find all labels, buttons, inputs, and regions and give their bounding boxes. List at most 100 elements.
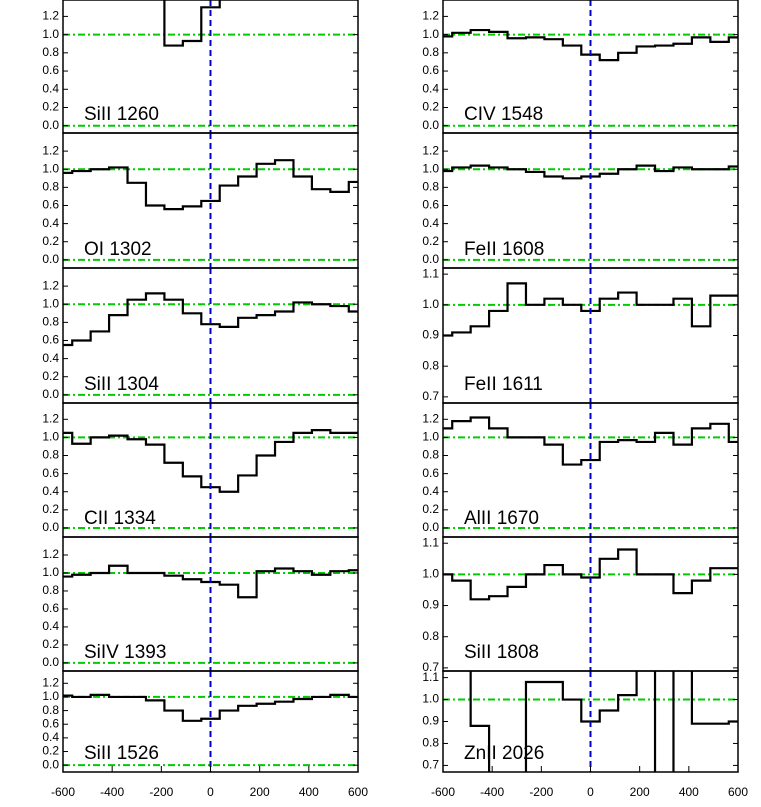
y-tick-label: 1.2 (42, 411, 59, 425)
panel-label: SiII 1808 (464, 642, 539, 663)
y-tick-label: 0.8 (42, 448, 59, 462)
panel (443, 268, 738, 403)
y-tick-label: 1.1 (422, 670, 439, 684)
spectrum-line (63, 429, 358, 493)
y-tick-label: 0.9 (422, 328, 439, 342)
x-tick-label: 200 (250, 785, 270, 799)
y-tick-label: 0.0 (42, 387, 59, 401)
panel-label: SiII 1304 (84, 374, 159, 395)
y-tick-label: 1.2 (42, 675, 59, 689)
panel-label: SiII 1526 (84, 743, 159, 764)
y-tick-label: 0.7 (422, 758, 439, 772)
y-tick-label: 0.0 (422, 252, 439, 266)
panel-label: OI 1302 (84, 239, 152, 260)
y-tick-label: 1.0 (422, 297, 439, 311)
y-tick-label: 0.6 (422, 63, 439, 77)
y-tick-label: 0.4 (422, 484, 439, 498)
panel-label: SiIV 1393 (84, 642, 166, 663)
panel-label: SiII 1260 (84, 104, 159, 125)
y-tick-label: 1.0 (42, 161, 59, 175)
y-tick-label: 0.0 (422, 118, 439, 132)
y-tick-label: 1.0 (422, 567, 439, 581)
y-tick-label: 0.2 (42, 100, 59, 114)
y-tick-label: 1.0 (42, 565, 59, 579)
x-tick-label: 200 (630, 785, 650, 799)
y-tick-label: 0.0 (42, 520, 59, 534)
panel-label: ZnII 2026 (464, 743, 544, 764)
panel (63, 133, 358, 268)
y-tick-label: 0.8 (42, 45, 59, 59)
y-tick-label: 0.6 (422, 466, 439, 480)
y-tick-label: 0.6 (42, 333, 59, 347)
y-tick-label: 0.7 (422, 660, 439, 674)
y-tick-label: 0.2 (422, 234, 439, 248)
panel (443, 133, 738, 268)
y-tick-label: 0.6 (42, 601, 59, 615)
y-tick-label: 0.0 (422, 520, 439, 534)
y-tick-label: 1.2 (42, 143, 59, 157)
y-tick-label: 0.2 (42, 502, 59, 516)
spectrum-line (63, 564, 358, 599)
spectrum-line (443, 548, 738, 601)
y-tick-label: 1.2 (422, 411, 439, 425)
y-tick-label: 0.4 (42, 81, 59, 95)
panel (63, 671, 358, 772)
spectrum-line (163, 0, 221, 47)
y-tick-label: 0.8 (42, 583, 59, 597)
y-tick-label: 0.0 (42, 118, 59, 132)
y-tick-label: 0.6 (42, 466, 59, 480)
panel (63, 537, 358, 671)
y-tick-label: 0.6 (42, 198, 59, 212)
x-tick-label: -200 (149, 785, 173, 799)
y-tick-label: 0.4 (422, 81, 439, 95)
panel (443, 403, 738, 537)
panel-label: CII 1334 (84, 508, 156, 529)
y-tick-label: 0.8 (422, 358, 439, 372)
y-tick-label: 0.2 (42, 637, 59, 651)
x-tick-label: -600 (431, 785, 455, 799)
y-tick-label: 1.0 (422, 692, 439, 706)
y-tick-label: 0.8 (422, 180, 439, 194)
y-tick-label: 1.0 (42, 27, 59, 41)
y-tick-label: 0.8 (422, 45, 439, 59)
spectrum-line (443, 164, 738, 180)
spectrum-line (63, 693, 358, 722)
y-tick-label: 0.0 (42, 252, 59, 266)
x-tick-label: -400 (480, 785, 504, 799)
y-tick-label: 1.2 (422, 9, 439, 23)
panel-label: FeII 1611 (464, 374, 543, 395)
y-tick-label: 1.1 (422, 535, 439, 549)
y-tick-label: 0.4 (42, 730, 59, 744)
spectrum-line (443, 416, 738, 466)
y-tick-label: 0.2 (42, 234, 59, 248)
y-tick-label: 0.9 (422, 598, 439, 612)
y-tick-label: 0.8 (42, 180, 59, 194)
x-tick-label: -600 (51, 785, 75, 799)
y-tick-label: 0.6 (42, 716, 59, 730)
y-tick-label: 0.7 (422, 389, 439, 403)
x-tick-label: 600 (348, 785, 368, 799)
x-tick-label: 400 (679, 785, 699, 799)
x-tick-label: 600 (728, 785, 748, 799)
x-tick-label: 0 (587, 785, 594, 799)
y-tick-label: 0.8 (42, 703, 59, 717)
y-tick-label: 0.8 (422, 448, 439, 462)
y-tick-label: 0.4 (42, 619, 59, 633)
y-tick-label: 1.0 (422, 430, 439, 444)
y-tick-label: 0.4 (422, 216, 439, 230)
y-tick-label: 0.0 (42, 655, 59, 669)
y-tick-label: 0.8 (422, 629, 439, 643)
x-tick-label: -200 (529, 785, 553, 799)
panel (63, 0, 358, 133)
y-tick-label: 1.0 (422, 161, 439, 175)
panel (443, 671, 738, 772)
y-tick-label: 0.6 (42, 63, 59, 77)
y-tick-label: 1.0 (422, 27, 439, 41)
y-tick-label: 0.4 (42, 216, 59, 230)
panel-label: FeII 1608 (464, 239, 544, 260)
panel-label: CIV 1548 (464, 104, 543, 125)
y-tick-label: 0.4 (42, 484, 59, 498)
y-tick-label: 1.2 (42, 9, 59, 23)
y-tick-label: 1.1 (422, 266, 439, 280)
